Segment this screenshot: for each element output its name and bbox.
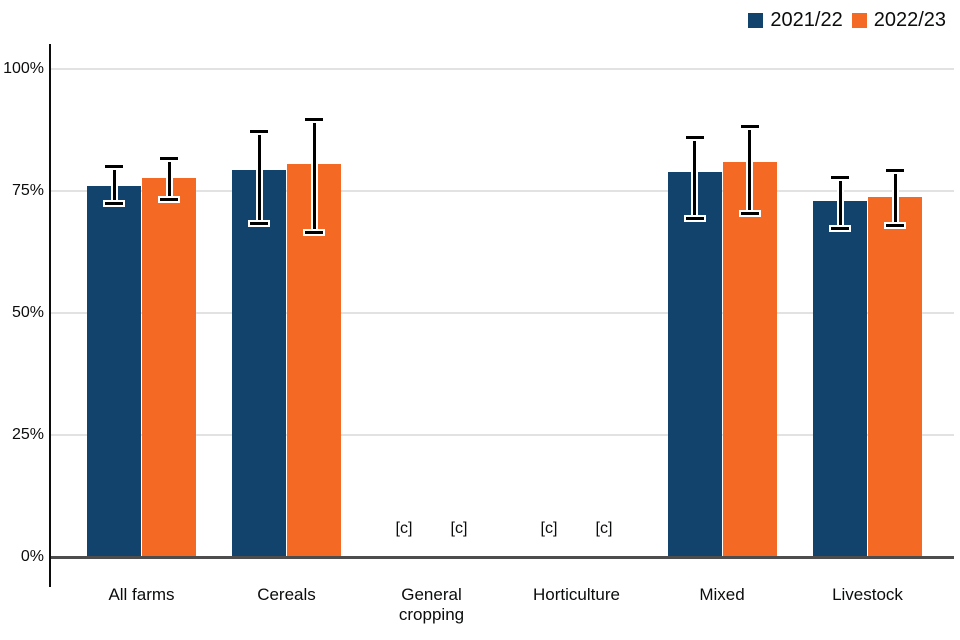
legend-label-2021-22: 2021/22 (770, 9, 843, 31)
bar-0-4 (667, 172, 722, 557)
error-bar-cap-bottom-1-4 (740, 212, 759, 216)
x-tick-label-3: Horticulture (533, 585, 620, 604)
x-tick-label-5: Livestock (832, 585, 903, 604)
suppressed-marker-0-3: [c] (540, 520, 558, 537)
suppressed-marker-1-2: [c] (450, 520, 468, 537)
error-bar-cap-bottom-1-1 (305, 230, 323, 234)
x-tick-label-4: Mixed (699, 585, 745, 604)
bar-1-0 (142, 177, 196, 557)
error-bar-line-1-4 (748, 126, 751, 214)
legend-swatch-2022-23 (851, 13, 867, 28)
error-bar-cap-bottom-0-1 (250, 221, 268, 225)
legend-item-2022-23: 2022/23 (851, 9, 946, 31)
error-bar-cap-top-0-1 (250, 129, 268, 133)
x-tick-label-1: Cereals (257, 585, 316, 604)
y-tick-label-100: 100% (3, 60, 44, 77)
suppressed-marker-0-2: [c] (395, 520, 413, 537)
x-tick-label-0: All farms (108, 585, 175, 604)
error-bar-cap-bottom-1-5 (886, 224, 904, 228)
y-tick-label-25: 25% (11, 426, 44, 443)
error-bar-line-0-0 (112, 166, 116, 204)
y-tick-label-0: 0% (20, 548, 44, 565)
y-axis-line (49, 44, 51, 587)
error-bar-line-0-5 (838, 177, 842, 229)
bar-0-5 (813, 200, 867, 557)
error-bar-cap-top-0-0 (105, 164, 123, 168)
gridline-75 (50, 190, 954, 192)
error-bar-cap-bottom-0-4 (685, 216, 704, 220)
error-bar-cap-top-1-0 (160, 157, 178, 161)
bar-1-4 (722, 162, 777, 557)
x-tick-label-2: General cropping (398, 585, 465, 624)
error-bar-line-1-0 (167, 158, 171, 200)
error-bar-cap-top-0-5 (831, 175, 849, 179)
gridline-50 (50, 312, 954, 314)
suppressed-marker-1-3: [c] (595, 520, 613, 537)
error-bar-cap-top-1-1 (305, 117, 323, 121)
error-bar-cap-bottom-1-0 (160, 197, 178, 201)
bar-1-5 (868, 197, 922, 557)
gridline-100 (50, 68, 954, 70)
y-tick-label-75: 75% (11, 182, 44, 199)
x-axis-line (50, 556, 954, 559)
error-bar-cap-bottom-0-5 (831, 226, 849, 230)
legend-swatch-2021-22 (748, 13, 764, 28)
gridline-25 (50, 434, 954, 436)
error-bar-cap-top-0-4 (685, 136, 704, 140)
y-tick-label-50: 50% (11, 304, 44, 321)
error-bar-line-0-1 (257, 131, 261, 224)
error-bar-line-1-1 (312, 119, 316, 233)
error-bar-cap-top-1-4 (740, 124, 759, 128)
legend-item-2021-22: 2021/22 (748, 9, 843, 31)
chart-legend: 2021/22 2022/23 (748, 10, 946, 31)
bar-0-0 (87, 185, 141, 557)
error-bar-cap-top-1-5 (886, 169, 904, 173)
error-bar-line-1-5 (893, 170, 897, 226)
error-bar-line-0-4 (693, 137, 696, 219)
error-bar-cap-bottom-0-0 (105, 202, 123, 206)
bar-0-1 (232, 170, 286, 557)
legend-label-2022-23: 2022/23 (873, 9, 946, 31)
